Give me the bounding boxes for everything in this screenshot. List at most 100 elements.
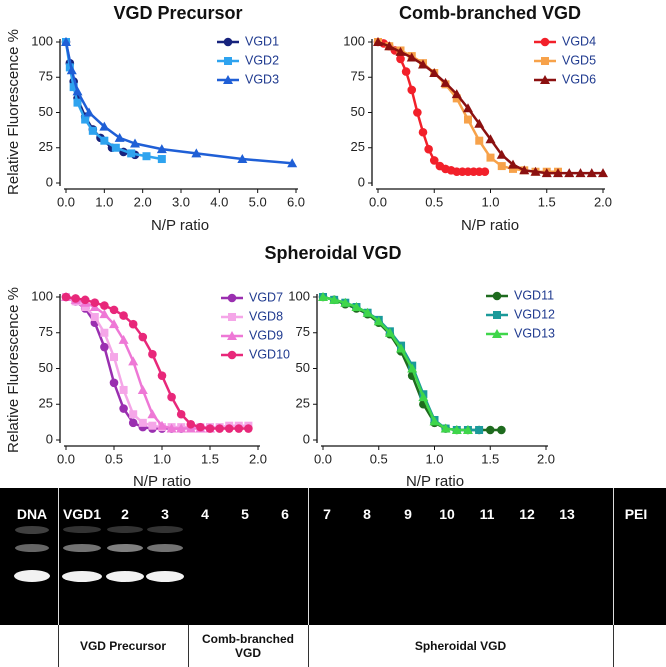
y-axis-label: Relative Fluorescence % xyxy=(5,29,22,195)
data-point xyxy=(329,294,340,304)
data-point xyxy=(137,384,148,394)
data-point xyxy=(118,334,129,344)
data-point xyxy=(147,409,158,419)
data-point xyxy=(148,349,157,359)
legend-label: VGD12 xyxy=(514,307,555,321)
data-point xyxy=(564,168,575,178)
legend-marker xyxy=(541,57,549,65)
data-point xyxy=(119,311,128,320)
data-point xyxy=(396,343,407,353)
data-point xyxy=(186,419,196,429)
data-point xyxy=(176,409,186,419)
x-tick-label: 0.5 xyxy=(425,194,443,209)
y-tick-label: 100 xyxy=(288,288,310,303)
legend-label: VGD9 xyxy=(249,328,283,342)
y-tick-label: 100 xyxy=(31,33,53,48)
data-point xyxy=(429,156,439,165)
data-point xyxy=(475,136,484,145)
data-point xyxy=(451,89,462,99)
data-point xyxy=(418,392,429,402)
legend-marker xyxy=(228,313,236,321)
x-tick-label: 0.0 xyxy=(314,451,332,466)
x-tick-label: 0.0 xyxy=(57,194,75,209)
y-tick-label: 0 xyxy=(46,431,53,446)
lane-label: 4 xyxy=(201,506,209,522)
lane-separator xyxy=(613,488,614,625)
data-point xyxy=(128,418,138,428)
data-point xyxy=(109,305,119,315)
group-separator xyxy=(308,625,309,667)
legend-label: VGD13 xyxy=(514,326,555,340)
y-tick-label: 50 xyxy=(296,360,310,375)
legend-marker xyxy=(224,57,232,65)
group-label: Spheroidal VGD xyxy=(414,639,507,653)
data-point xyxy=(167,392,176,402)
legend-label: VGD11 xyxy=(514,288,554,302)
y-tick-label: 50 xyxy=(39,104,53,119)
data-point xyxy=(156,144,167,154)
data-point xyxy=(234,424,244,433)
group-separator xyxy=(188,625,189,667)
y-tick-label: 25 xyxy=(39,139,53,154)
data-point xyxy=(475,425,484,434)
legend-marker xyxy=(227,350,237,360)
x-tick-label: 1.0 xyxy=(153,451,171,466)
data-point xyxy=(100,342,109,352)
data-point xyxy=(215,424,224,433)
y-tick-label: 0 xyxy=(303,431,310,446)
x-tick-label: 2.0 xyxy=(134,194,152,209)
legend-marker xyxy=(540,75,550,84)
data-point xyxy=(429,416,440,426)
legend-marker xyxy=(540,37,550,47)
data-point xyxy=(480,167,490,177)
data-point xyxy=(69,83,78,92)
data-point xyxy=(129,410,138,419)
legend-label: VGD10 xyxy=(249,347,290,361)
data-point xyxy=(424,144,433,154)
x-axis-label: N/P ratio xyxy=(151,217,209,234)
gel-band xyxy=(63,526,101,533)
legend-marker xyxy=(492,291,502,301)
lane-label: 12 xyxy=(519,506,535,522)
y-tick-label: 75 xyxy=(39,69,53,84)
data-point xyxy=(66,65,77,75)
data-point xyxy=(205,424,215,433)
data-point xyxy=(157,371,167,380)
data-point xyxy=(127,149,136,158)
x-tick-label: 2.0 xyxy=(537,451,555,466)
data-point xyxy=(110,353,118,362)
data-point xyxy=(396,54,405,64)
legend-label: VGD6 xyxy=(562,72,596,86)
data-point xyxy=(80,295,90,305)
x-tick-label: 6.0 xyxy=(287,194,305,209)
data-point xyxy=(464,115,472,124)
lane-label: 7 xyxy=(323,506,331,522)
lane-label: 8 xyxy=(363,506,371,522)
data-point xyxy=(373,316,384,326)
lane-label: 9 xyxy=(404,506,412,522)
legend-marker xyxy=(227,293,237,303)
group-separator xyxy=(58,625,59,667)
data-point xyxy=(451,424,462,434)
group-labels: VGD Precursor Comb-branched VGD Spheroidal… xyxy=(0,625,666,667)
data-point xyxy=(598,168,608,178)
data-point xyxy=(340,297,351,307)
chart-title: VGD Precursor xyxy=(113,3,242,23)
data-point xyxy=(406,52,417,62)
gel-band xyxy=(107,526,143,533)
data-point xyxy=(395,46,406,56)
data-point xyxy=(413,108,422,117)
data-point xyxy=(508,159,518,169)
data-point xyxy=(318,292,328,301)
chart-title: Comb-branched VGD xyxy=(399,3,581,23)
data-point xyxy=(497,425,506,435)
x-tick-label: 2.0 xyxy=(249,451,267,466)
legend-label: VGD2 xyxy=(245,53,279,67)
data-point xyxy=(119,385,128,394)
x-tick-label: 2.0 xyxy=(594,194,612,209)
legend-label: VGD4 xyxy=(562,34,596,48)
data-point xyxy=(541,168,552,178)
lane-label: PEI xyxy=(624,506,648,522)
data-point xyxy=(418,127,428,137)
